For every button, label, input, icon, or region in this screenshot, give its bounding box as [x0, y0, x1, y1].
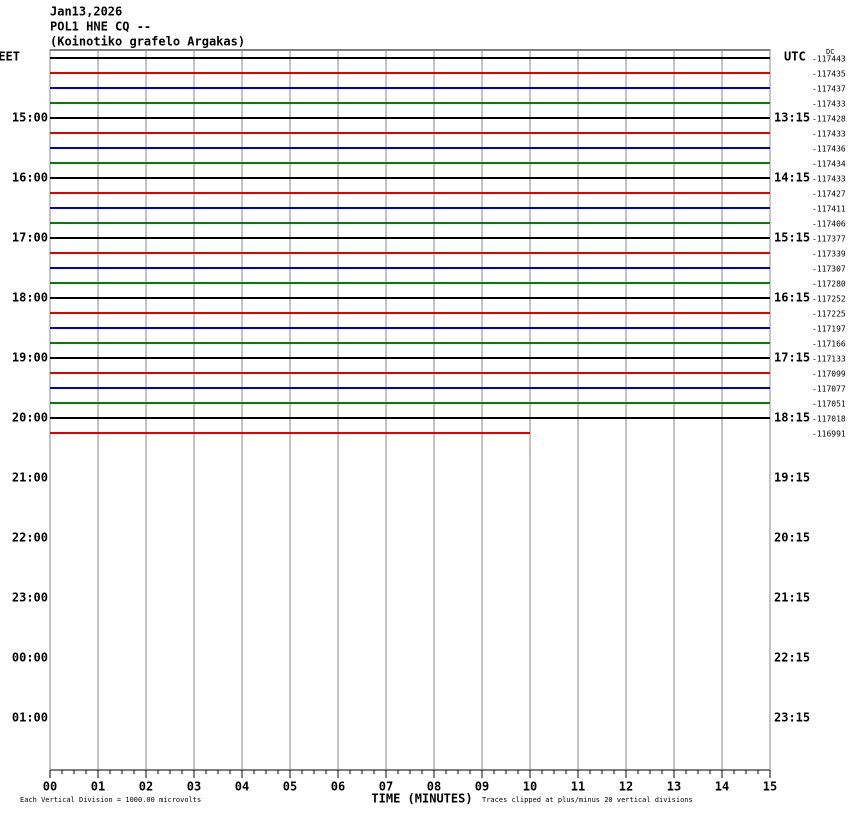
left-hour-label: 19:00 — [12, 351, 48, 365]
trace-offset: -117280 — [812, 280, 846, 289]
left-hour-label: 20:00 — [12, 411, 48, 425]
trace-offset: -117051 — [812, 400, 846, 409]
trace-offset: -117377 — [812, 235, 846, 244]
x-tick-label: 00 — [43, 780, 57, 794]
right-hour-label: 15:15 — [774, 231, 810, 245]
plot-frame — [49, 49, 771, 771]
left-hour-label: 21:00 — [12, 471, 48, 485]
x-tick-label: 04 — [235, 780, 249, 794]
trace-offset: -117434 — [812, 160, 846, 169]
dc-label: DC — [826, 48, 834, 56]
left-hour-label: 17:00 — [12, 231, 48, 245]
right-hour-label: 14:15 — [774, 171, 810, 185]
x-tick-label: 06 — [331, 780, 345, 794]
trace-offset: -117433 — [812, 100, 846, 109]
trace-offset: -117433 — [812, 130, 846, 139]
left-hour-label: 00:00 — [12, 651, 48, 665]
trace-offset: -117252 — [812, 295, 846, 304]
left-hour-label: 18:00 — [12, 291, 48, 305]
x-tick-label: 03 — [187, 780, 201, 794]
right-hour-label: 23:15 — [774, 711, 810, 725]
trace-offset: -116991 — [812, 430, 846, 439]
left-hour-label: 15:00 — [12, 111, 48, 125]
right-hour-label: 17:15 — [774, 351, 810, 365]
trace-offset: -117018 — [812, 415, 846, 424]
right-hour-label: 13:15 — [774, 111, 810, 125]
right-hour-label: 19:15 — [774, 471, 810, 485]
trace-offset: -117435 — [812, 70, 846, 79]
x-tick-label: 02 — [139, 780, 153, 794]
right-hour-label: 20:15 — [774, 531, 810, 545]
x-tick-label: 13 — [667, 780, 681, 794]
subtitle: POL1 HNE CQ -- — [50, 20, 151, 34]
trace-offset: -117437 — [812, 85, 846, 94]
x-tick-label: 15 — [763, 780, 777, 794]
x-tick-label: 07 — [379, 780, 393, 794]
left-hour-label: 22:00 — [12, 531, 48, 545]
trace-offset: -117197 — [812, 325, 846, 334]
right-hour-label: 18:15 — [774, 411, 810, 425]
station: (Koinotiko grafelo Argakas) — [50, 35, 245, 49]
trace-offset: -117225 — [812, 310, 846, 319]
title: Jan13,2026 — [50, 5, 122, 19]
right-hour-label: 16:15 — [774, 291, 810, 305]
trace-offset: -117443 — [812, 55, 846, 64]
x-tick-label: 11 — [571, 780, 585, 794]
clip-note: Traces clipped at plus/minus 20 vertical… — [482, 796, 693, 804]
trace-offset: -117133 — [812, 355, 846, 364]
right-zone: UTC — [784, 50, 806, 64]
x-axis-label: TIME (MINUTES) — [371, 792, 472, 806]
trace-offset: -117436 — [812, 145, 846, 154]
x-tick-label: 12 — [619, 780, 633, 794]
left-hour-label: 23:00 — [12, 591, 48, 605]
x-tick-label: 05 — [283, 780, 297, 794]
trace-offset: -117077 — [812, 385, 846, 394]
left-zone: EET — [0, 50, 20, 64]
left-hour-label: 16:00 — [12, 171, 48, 185]
x-tick-label: 08 — [427, 780, 441, 794]
trace-offset: -117406 — [812, 220, 846, 229]
trace-offset: -117433 — [812, 175, 846, 184]
x-tick-label: 14 — [715, 780, 729, 794]
trace-offset: -117428 — [812, 115, 846, 124]
right-hour-label: 22:15 — [774, 651, 810, 665]
left-hour-label: 01:00 — [12, 711, 48, 725]
x-tick-label: 10 — [523, 780, 537, 794]
trace-offset: -117339 — [812, 250, 846, 259]
x-tick-label: 01 — [91, 780, 105, 794]
right-hour-label: 21:15 — [774, 591, 810, 605]
x-tick-label: 09 — [475, 780, 489, 794]
trace-offset: -117411 — [812, 205, 846, 214]
trace-offset: -117307 — [812, 265, 846, 274]
trace-offset: -117427 — [812, 190, 846, 199]
trace-offset: -117166 — [812, 340, 846, 349]
trace-offset: -117099 — [812, 370, 846, 379]
scale-note: Each Vertical Division = 1000.00 microvo… — [20, 796, 201, 804]
